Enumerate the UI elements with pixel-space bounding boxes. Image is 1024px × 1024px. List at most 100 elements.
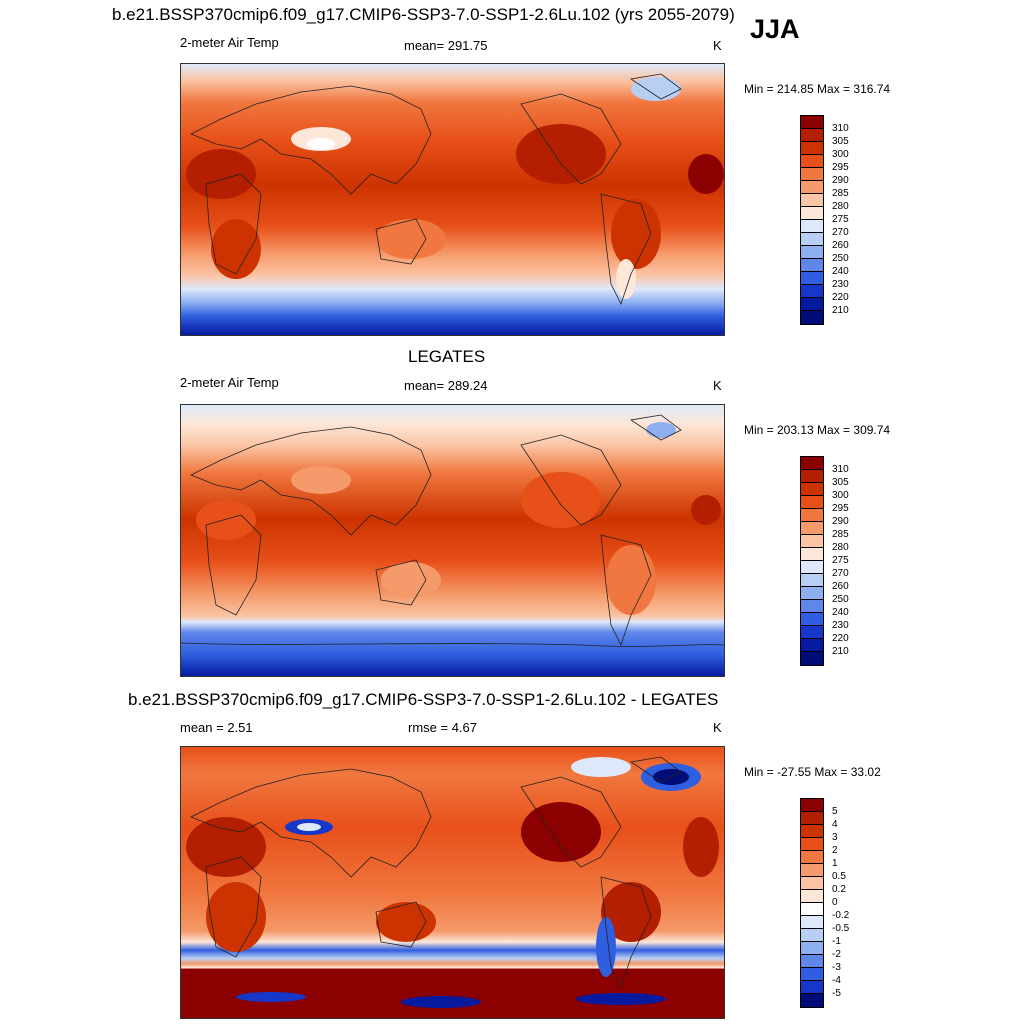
colorbar-swatch: [801, 561, 823, 574]
panel2-variable: 2-meter Air Temp: [180, 375, 279, 390]
colorbar-tick: 3: [832, 832, 838, 843]
colorbar-swatch: [801, 457, 823, 470]
colorbar-swatch: [801, 799, 823, 812]
panel3-units: K: [713, 720, 722, 735]
colorbar-tick: 295: [832, 162, 849, 173]
colorbar-swatch: [801, 285, 823, 298]
colorbar-swatch: [801, 181, 823, 194]
panel2-coastlines: [181, 414, 724, 647]
colorbar-swatch: [801, 864, 823, 877]
panel1-coastlines: [190, 73, 682, 306]
colorbar-tick: 2: [832, 845, 838, 856]
colorbar-tick: 0.5: [832, 871, 846, 882]
colorbar-tick: 310: [832, 123, 849, 134]
colorbar-tick: 250: [832, 253, 849, 264]
panel1-land-anomalies: [186, 77, 724, 299]
panel1-colorbar: [800, 115, 824, 325]
colorbar-tick: 210: [832, 646, 849, 657]
panel3-map: [180, 746, 725, 1019]
colorbar-swatch: [801, 574, 823, 587]
colorbar-tick: 5: [832, 806, 838, 817]
colorbar-tick: 305: [832, 477, 849, 488]
colorbar-swatch: [801, 483, 823, 496]
colorbar-swatch: [801, 981, 823, 994]
colorbar-swatch: [801, 470, 823, 483]
colorbar-swatch: [801, 942, 823, 955]
colorbar-swatch: [801, 311, 823, 324]
panel3-coastlines: [190, 756, 682, 989]
colorbar-swatch: [801, 652, 823, 665]
colorbar-tick: 305: [832, 136, 849, 147]
panel1-mean: mean= 291.75: [404, 38, 488, 53]
colorbar-tick: 270: [832, 227, 849, 238]
colorbar-swatch: [801, 233, 823, 246]
colorbar-tick: 280: [832, 542, 849, 553]
colorbar-swatch: [801, 272, 823, 285]
colorbar-swatch: [801, 509, 823, 522]
colorbar-swatch: [801, 851, 823, 864]
colorbar-swatch: [801, 916, 823, 929]
colorbar-swatch: [801, 194, 823, 207]
colorbar-swatch: [801, 259, 823, 272]
colorbar-tick: 0: [832, 897, 838, 908]
colorbar-swatch: [801, 116, 823, 129]
colorbar-tick: 1: [832, 858, 838, 869]
colorbar-tick: 230: [832, 279, 849, 290]
colorbar-swatch: [801, 155, 823, 168]
colorbar-swatch: [801, 955, 823, 968]
colorbar-tick: 260: [832, 581, 849, 592]
colorbar-swatch: [801, 968, 823, 981]
colorbar-swatch: [801, 535, 823, 548]
colorbar-tick: 240: [832, 266, 849, 277]
colorbar-tick: -2: [832, 949, 841, 960]
colorbar-swatch: [801, 626, 823, 639]
colorbar-swatch: [801, 587, 823, 600]
colorbar-tick: 230: [832, 620, 849, 631]
panel2-title: LEGATES: [408, 347, 486, 366]
panel3-anomalies: [186, 757, 719, 1008]
colorbar-swatch: [801, 522, 823, 535]
panel1-minmax: Min = 214.85 Max = 316.74: [744, 82, 891, 96]
colorbar-swatch: [801, 838, 823, 851]
panel3-colorbar: [800, 798, 824, 1008]
panel3-mean: mean = 2.51: [180, 720, 253, 735]
colorbar-swatch: [801, 496, 823, 509]
colorbar-tick: 4: [832, 819, 838, 830]
colorbar-tick: 270: [832, 568, 849, 579]
panel2-map: [180, 404, 725, 677]
colorbar-tick: -1: [832, 936, 841, 947]
colorbar-swatch: [801, 825, 823, 838]
panel2-mean: mean= 289.24: [404, 378, 488, 393]
colorbar-tick: 285: [832, 529, 849, 540]
season-label: JJA: [750, 14, 800, 44]
colorbar-swatch: [801, 142, 823, 155]
panel3-rmse: rmse = 4.67: [408, 720, 478, 735]
colorbar-tick: 275: [832, 214, 849, 225]
colorbar-tick: 220: [832, 292, 849, 303]
colorbar-tick: -4: [832, 975, 841, 986]
colorbar-tick: 310: [832, 464, 849, 475]
colorbar-tick: 275: [832, 555, 849, 566]
panel1-variable: 2-meter Air Temp: [180, 35, 279, 50]
colorbar-tick: -0.5: [832, 923, 850, 934]
colorbar-tick: 290: [832, 175, 849, 186]
panel1-title: b.e21.BSSP370cmip6.f09_g17.CMIP6-SSP3-7.…: [112, 5, 735, 24]
panel2-colorbar: [800, 456, 824, 666]
colorbar-tick: -0.2: [832, 910, 850, 921]
colorbar-tick: 280: [832, 201, 849, 212]
colorbar-tick: 295: [832, 503, 849, 514]
colorbar-swatch: [801, 548, 823, 561]
colorbar-tick: -3: [832, 962, 841, 973]
colorbar-tick: 260: [832, 240, 849, 251]
colorbar-swatch: [801, 168, 823, 181]
panel2-minmax: Min = 203.13 Max = 309.74: [744, 423, 891, 437]
panel2-units: K: [713, 378, 722, 393]
colorbar-swatch: [801, 812, 823, 825]
colorbar-tick: 300: [832, 149, 849, 160]
colorbar-swatch: [801, 246, 823, 259]
colorbar-swatch: [801, 639, 823, 652]
colorbar-swatch: [801, 613, 823, 626]
colorbar-swatch: [801, 220, 823, 233]
colorbar-tick: 285: [832, 188, 849, 199]
colorbar-swatch: [801, 298, 823, 311]
